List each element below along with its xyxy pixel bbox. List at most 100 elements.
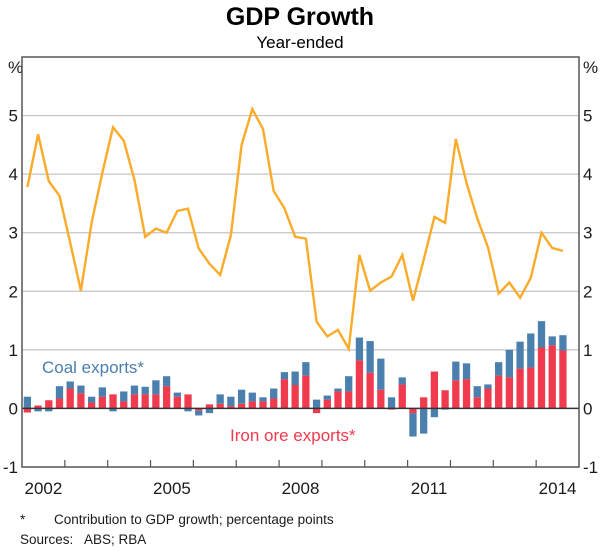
iron-ore-bar	[559, 350, 567, 409]
iron-ore-bar	[237, 403, 246, 409]
sources-label: Sources:	[20, 532, 74, 547]
iron-ore-bar	[548, 345, 556, 409]
iron-ore-bar	[55, 398, 64, 409]
coal-bar	[312, 399, 321, 409]
iron-ore-bar	[334, 391, 342, 409]
iron-ore-bar	[45, 400, 53, 409]
coal-bar	[462, 363, 471, 380]
coal-bar	[237, 389, 246, 404]
coal-bar	[452, 361, 460, 381]
iron-ore-bar	[537, 347, 546, 409]
y-tick-label-right: 0	[583, 399, 592, 418]
coal-bar	[227, 396, 235, 407]
iron-ore-bar	[34, 405, 42, 409]
iron-ore-bar	[452, 380, 460, 409]
coal-bar	[505, 349, 514, 378]
coal-bar	[280, 372, 289, 380]
x-tick-label: 2002	[25, 479, 63, 498]
coal-bar	[516, 341, 524, 369]
iron-ore-bar	[98, 396, 106, 409]
iron-ore-bar	[473, 397, 481, 409]
y-tick-label-right: 3	[583, 224, 592, 243]
coal-bar	[87, 396, 96, 403]
y-axis-right: -1 0 1 2 3 4 5	[583, 107, 598, 477]
iron-ore-bar	[323, 399, 331, 409]
y-tick-label-right: -1	[583, 458, 598, 477]
y-tick-label-left: 0	[9, 399, 18, 418]
coal-bar	[141, 386, 149, 395]
iron-ore-bar	[66, 388, 74, 409]
iron-ore-bar	[259, 401, 267, 409]
plot-frame	[21, 56, 580, 468]
coal-bar	[355, 337, 364, 361]
iron-ore-bar	[505, 377, 514, 409]
iron-ore-bar	[355, 360, 364, 409]
iron-ore-bar	[152, 394, 160, 409]
iron-ore-bar	[527, 367, 535, 409]
iron-ore-bar	[162, 386, 171, 409]
coal-bar	[537, 321, 546, 348]
iron-ore-bar	[398, 384, 406, 409]
iron-ore-bar	[205, 404, 214, 409]
iron-ore-bar	[120, 401, 128, 409]
iron-ore-bar	[345, 391, 353, 409]
iron-ore-bar	[227, 406, 235, 409]
coal-bar	[216, 394, 224, 404]
footnote-star: *	[20, 512, 26, 527]
coal-bar	[109, 408, 117, 412]
chart-title: GDP Growth	[226, 3, 374, 31]
y-tick-label-left: 1	[9, 341, 18, 360]
coal-bar	[334, 388, 342, 392]
iron-ore-bar	[248, 401, 256, 409]
coal-bar	[195, 410, 203, 416]
iron-ore-bar	[462, 379, 471, 409]
coal-bar	[484, 384, 492, 389]
iron-ore-bar	[377, 389, 385, 409]
footnote-note: * Contribution to GDP growth; percentage …	[20, 512, 334, 527]
coal-bar	[130, 385, 139, 395]
footnote-sources: Sources: ABS; RBA	[20, 532, 146, 547]
chart-subtitle: Year-ended	[256, 33, 343, 52]
coal-bar	[184, 408, 192, 412]
coal-bar	[173, 392, 181, 397]
y-tick-label-right: 2	[583, 282, 592, 301]
coal-bar	[548, 336, 556, 346]
coal-bar	[430, 408, 439, 418]
y-axis-left: -1 0 1 2 3 4 5	[3, 107, 18, 477]
iron-ore-bar	[141, 394, 149, 409]
iron-ore-bar	[291, 385, 299, 409]
coal-bar	[45, 408, 53, 412]
y-tick-label-left: 5	[9, 107, 18, 126]
iron-ore-bar	[366, 372, 374, 409]
y-tick-label-left: 3	[9, 224, 18, 243]
y-tick-label-right: 4	[583, 165, 592, 184]
iron-ore-exports-label: Iron ore exports*	[230, 426, 356, 445]
coal-bar	[66, 381, 74, 389]
coal-bar	[473, 386, 481, 398]
coal-bar	[409, 413, 417, 437]
iron-ore-bar	[270, 398, 278, 409]
coal-bar	[291, 371, 299, 385]
y-tick-label-left: 2	[9, 282, 18, 301]
iron-ore-bar	[130, 394, 139, 409]
iron-ore-bar	[409, 408, 417, 414]
iron-ore-bar	[77, 393, 85, 409]
y-tick-label-right: 5	[583, 107, 592, 126]
iron-ore-bar	[312, 408, 321, 414]
iron-ore-bar	[484, 388, 492, 409]
x-tick-label: 2008	[282, 479, 320, 498]
coal-bar	[23, 396, 31, 409]
footnote-text: Contribution to GDP growth; percentage p…	[54, 512, 334, 527]
iron-ore-bar	[173, 396, 181, 409]
gdp-line-series	[26, 105, 564, 353]
iron-ore-bar	[441, 390, 449, 409]
iron-ore-bar	[495, 375, 503, 409]
coal-bar	[495, 362, 503, 376]
y-tick-label-left: -1	[3, 458, 18, 477]
coal-exports-label: Coal exports*	[42, 358, 144, 377]
x-tick-label: 2011	[411, 479, 448, 498]
iron-ore-bar	[195, 408, 203, 411]
iron-ore-bar	[516, 368, 524, 409]
iron-ore-bar	[184, 394, 192, 409]
